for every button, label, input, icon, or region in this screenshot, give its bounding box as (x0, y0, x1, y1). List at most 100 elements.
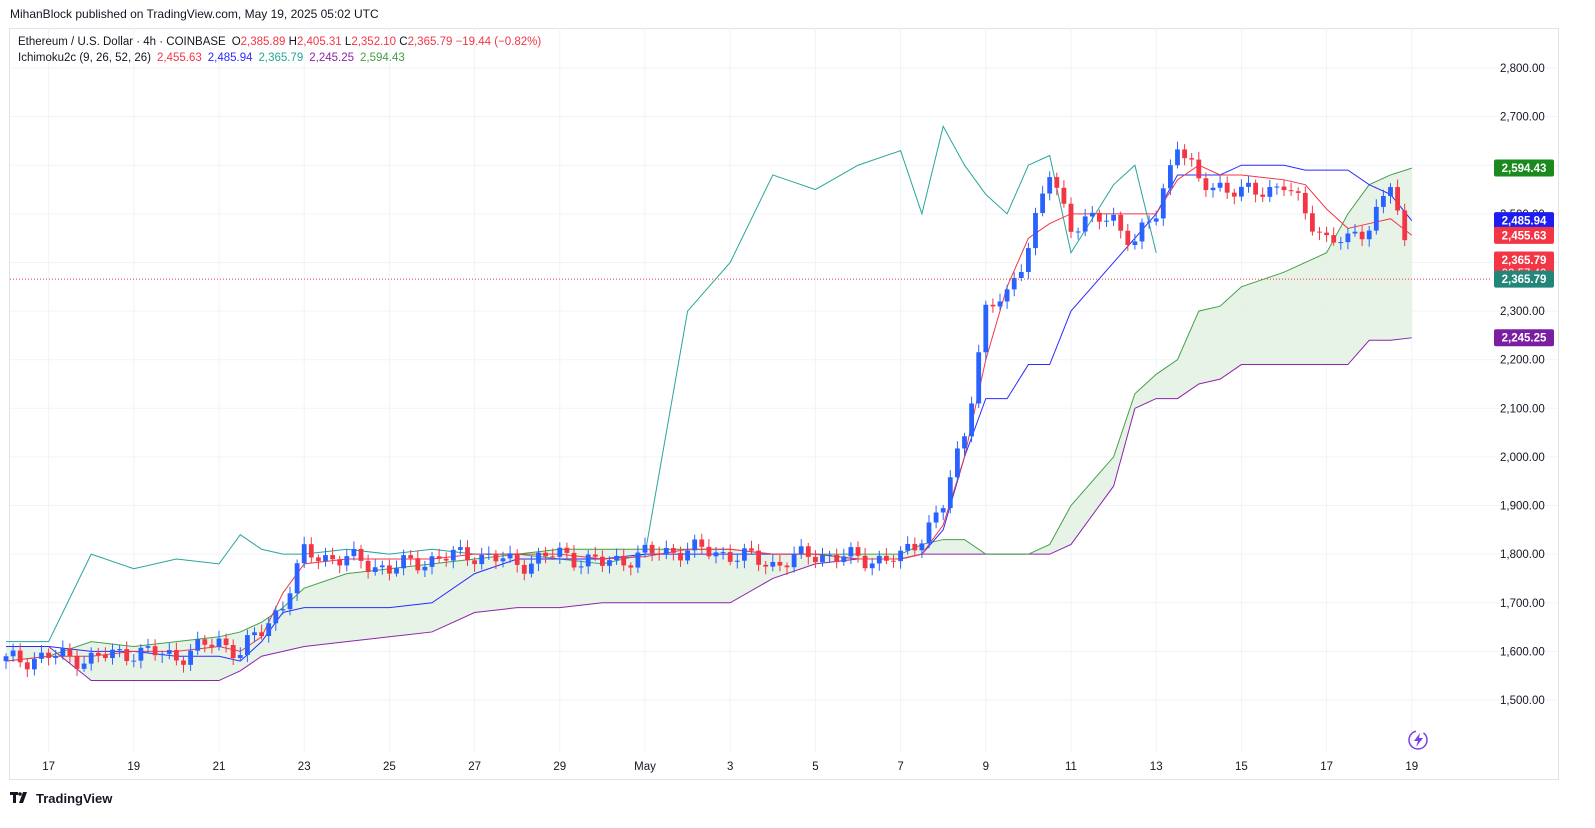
candle-body (46, 652, 51, 658)
candle-body (74, 655, 80, 669)
span-a-tag-text: 2,594.43 (1502, 163, 1547, 175)
ichimoku-cloud (6, 168, 1412, 681)
brand-name: TradingView (36, 790, 113, 806)
candle-body (1125, 230, 1131, 246)
candle-body (1260, 194, 1266, 197)
x-tick-label: 19 (1405, 761, 1418, 773)
candle-body (1388, 187, 1393, 197)
candle-body (1089, 212, 1095, 217)
x-tick-label: 29 (553, 761, 566, 773)
grid-lines (10, 28, 1558, 752)
lagging-span-tag: 2,365.79 (1494, 270, 1554, 288)
candle-body (1054, 177, 1060, 188)
candle-body (813, 556, 818, 563)
candle-body (827, 554, 832, 556)
candle-body (294, 563, 300, 594)
candle-body (1381, 196, 1386, 207)
candle-body (32, 658, 37, 670)
x-tick-label: 17 (42, 761, 55, 773)
candle-body (252, 632, 257, 636)
low-label: L (344, 36, 352, 48)
candle-body (600, 556, 605, 566)
candle-body (855, 547, 861, 556)
candle-body (869, 563, 875, 569)
candle-body (1097, 212, 1102, 222)
candle-body (1061, 187, 1067, 204)
conversion-value: 2,455.63 (156, 52, 202, 64)
candle-body (287, 593, 293, 610)
x-tick-label: May (634, 761, 656, 773)
bolt-shape (1414, 733, 1423, 747)
change-value: −19.44 (−0.82%) (455, 36, 542, 48)
candle-body (308, 544, 314, 558)
span-a-value: 2,594.43 (360, 52, 405, 64)
candle-body (230, 645, 236, 659)
footer-brand[interactable]: TradingView (10, 786, 112, 810)
candle-body (777, 561, 783, 566)
candle-body (585, 554, 591, 567)
candle-body (1004, 289, 1010, 302)
lagging-value: 2,365.79 (258, 52, 304, 64)
candle-body (1132, 241, 1138, 246)
candle-body (394, 568, 399, 574)
conversion-line-tag: 2,455.63 (1494, 226, 1554, 244)
candle-body (1168, 165, 1173, 189)
symbol-legend-row[interactable]: Ethereum / U.S. Dollar · 4h · COINBASE O… (18, 34, 541, 50)
candle-body (67, 648, 73, 656)
candle-body (10, 650, 16, 657)
candle-body (1395, 187, 1400, 211)
candle-body (259, 632, 264, 637)
candle-body (912, 543, 918, 551)
candle-body (550, 556, 556, 558)
candle-body (1082, 216, 1088, 232)
candle-body (131, 660, 137, 662)
candle-body (443, 558, 449, 561)
base-value: 2,485.94 (207, 52, 253, 64)
candle-body (990, 304, 996, 307)
base-line-tag-bg (1494, 212, 1554, 230)
candle-body (1239, 186, 1244, 197)
y-tick-label: 1,600.00 (1500, 646, 1545, 658)
candle-body (174, 650, 179, 661)
chart-frame[interactable] (9, 28, 1559, 780)
candle-body (3, 656, 9, 662)
candle-body (103, 655, 108, 659)
candle-body (415, 558, 421, 571)
candle-body (379, 565, 385, 568)
span-b-line (6, 337, 1412, 682)
y-tick-label: 2,200.00 (1500, 355, 1545, 367)
candle-body (529, 563, 534, 574)
candle-body (1295, 191, 1301, 193)
low-value: 2,352.10 (351, 36, 397, 48)
candle-body (422, 566, 428, 571)
candle-body (39, 652, 44, 659)
candle-body (1352, 231, 1358, 234)
candle-body (1267, 187, 1273, 197)
candle-body (507, 553, 513, 559)
candle-body (145, 646, 151, 648)
candle-body (1224, 182, 1230, 193)
candle-body (458, 547, 463, 550)
candle-body (1139, 222, 1145, 242)
x-tick-label: 17 (1320, 761, 1333, 773)
candle-body (514, 553, 520, 565)
x-tick-label: 3 (727, 761, 733, 773)
candle-body (1288, 190, 1294, 192)
candle-body (408, 555, 414, 559)
candle-body (24, 662, 30, 670)
candle-body (1310, 213, 1315, 232)
candle-body (53, 655, 59, 658)
replay-bolt-icon[interactable] (1408, 730, 1428, 750)
candle-body (387, 565, 392, 574)
candle-body (1040, 193, 1045, 213)
y-tick-label: 2,700.00 (1500, 112, 1545, 124)
candle-body (1345, 233, 1351, 243)
x-tick-label: 27 (468, 761, 481, 773)
x-tick-label: 7 (897, 761, 903, 773)
candle-body (756, 550, 761, 565)
candle-body (940, 508, 946, 513)
indicator-legend-row[interactable]: Ichimoku2c (9, 26, 52, 26) 2,455.63 2,48… (18, 50, 541, 66)
candle-body (124, 649, 130, 662)
candle-body (1153, 218, 1159, 222)
